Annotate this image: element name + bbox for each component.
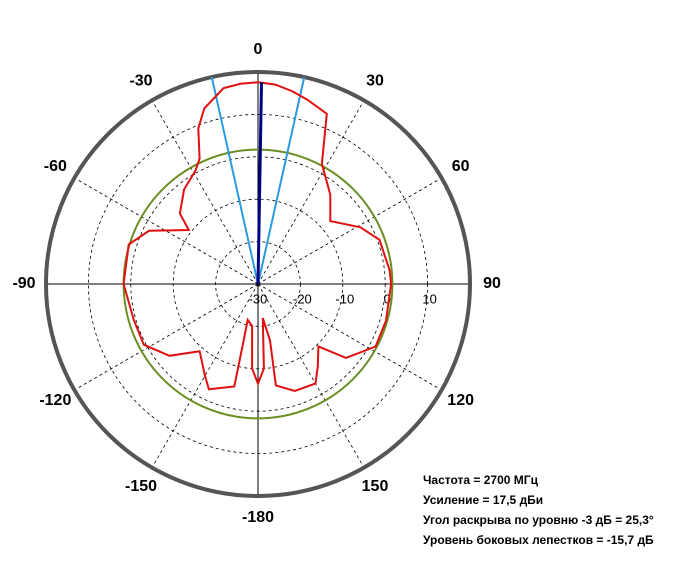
grid-circle [87, 113, 429, 455]
pattern [122, 81, 393, 393]
spoke [151, 283, 259, 468]
radial-label: 10 [422, 291, 436, 306]
radial-label: 0 [384, 291, 391, 306]
info-line: Частота = 2700 МГц [423, 473, 539, 487]
angle-label: -30 [129, 73, 152, 90]
beam-line [210, 76, 259, 285]
grid-circle [130, 156, 386, 412]
spoke [74, 177, 259, 285]
spoke [257, 100, 365, 285]
angle-label: 60 [452, 158, 470, 175]
angle-label: 90 [483, 275, 501, 292]
angle-label: 0 [254, 41, 263, 58]
spoke [257, 177, 442, 285]
spoke [257, 283, 365, 468]
spoke [151, 100, 259, 285]
radial-label: -30 [249, 291, 268, 306]
spoke [74, 283, 259, 391]
radial-label: -20 [293, 291, 312, 306]
angle-label: 150 [362, 478, 389, 495]
angle-label: -120 [39, 392, 71, 409]
info-line: Усиление = 17,5 дБи [423, 493, 543, 507]
beam-line [257, 76, 306, 285]
angle-label: -180 [242, 509, 274, 526]
angle-label: 120 [447, 392, 474, 409]
angle-label: -150 [125, 478, 157, 495]
angle-label: -90 [12, 275, 35, 292]
outer-circle [44, 70, 472, 498]
radial-label: -10 [335, 291, 354, 306]
spoke [257, 283, 442, 391]
info-line: Уровень боковых лепестков = -15,7 дБ [423, 533, 654, 547]
info-line: Угол раскрыва по уровню -3 дБ = 25,3° [423, 513, 654, 527]
angle-label: 30 [366, 73, 384, 90]
angle-label: -60 [44, 158, 67, 175]
main-direction [256, 82, 264, 285]
